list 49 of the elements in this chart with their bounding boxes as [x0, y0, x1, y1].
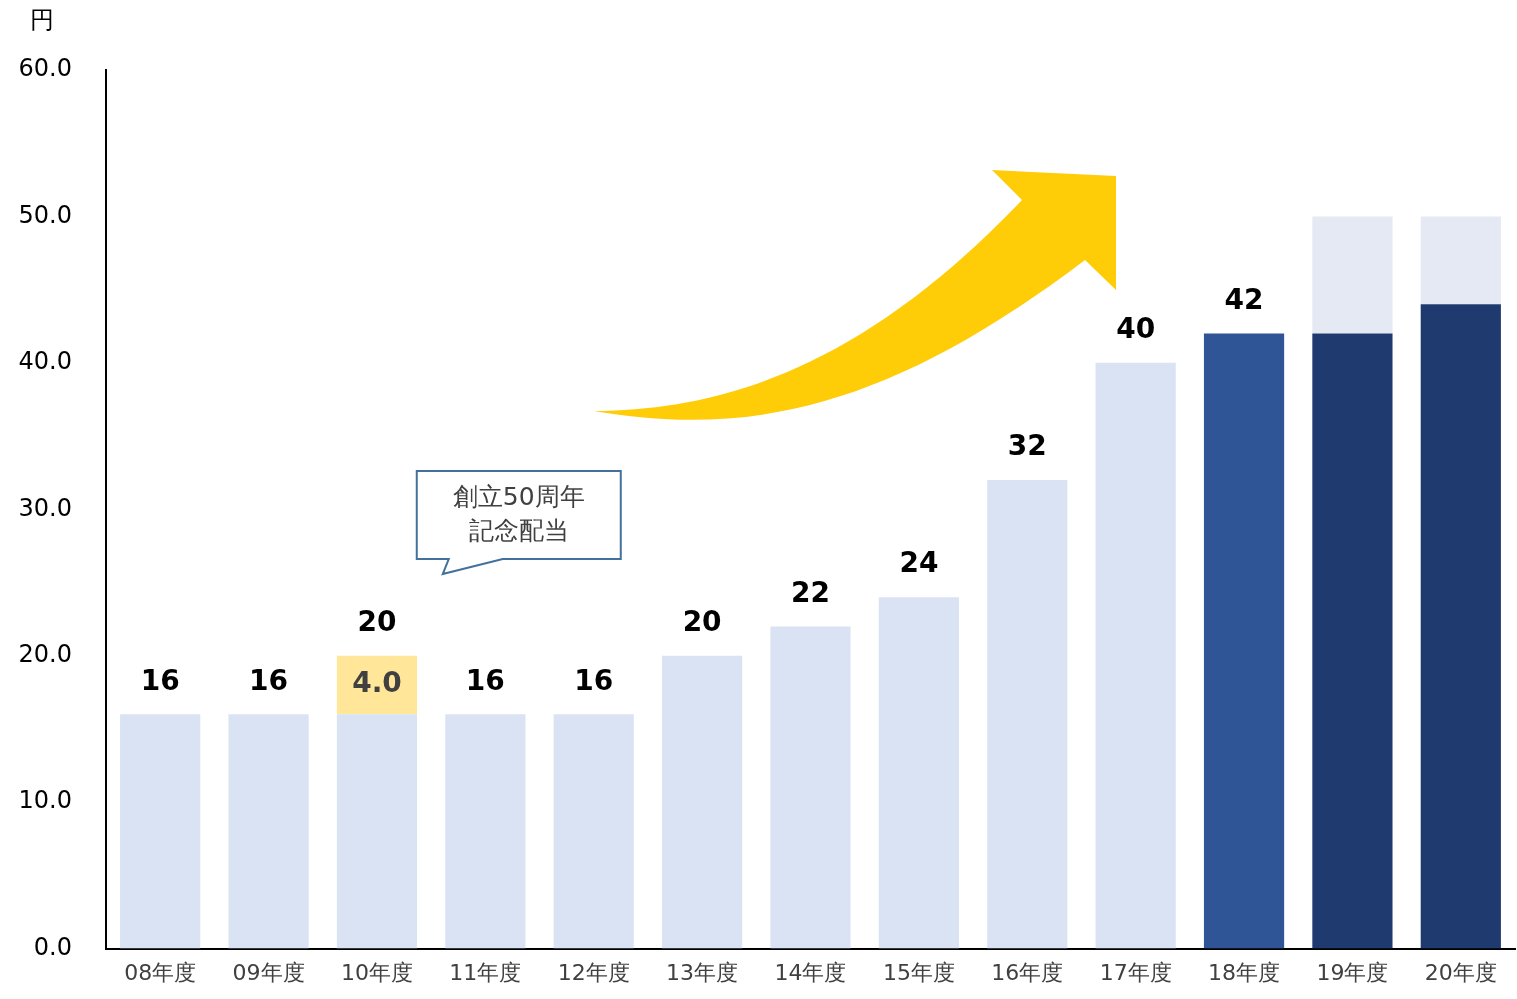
- data-label: 24: [899, 546, 939, 580]
- bar: [1420, 216, 1501, 305]
- data-label: 40: [1116, 312, 1156, 346]
- y-tick-label: 50.0: [18, 200, 72, 229]
- x-tick-label: 13年度: [666, 959, 739, 985]
- x-tick-label: 09年度: [232, 959, 305, 985]
- data-label: 4.0: [352, 666, 402, 700]
- y-axis-title: 円: [30, 5, 54, 36]
- x-tick-label: 16年度: [991, 959, 1064, 985]
- x-tick-label: 17年度: [1099, 959, 1172, 985]
- bar: [336, 714, 418, 949]
- bar: [1420, 304, 1501, 949]
- y-tick-label: 0.0: [33, 932, 72, 961]
- x-tick-label: 14年度: [774, 959, 847, 985]
- bar: [770, 626, 851, 949]
- total-label: 20: [357, 605, 397, 639]
- data-label: 20: [682, 605, 722, 639]
- bar: [662, 655, 743, 949]
- x-tick-label: 12年度: [557, 959, 630, 985]
- x-tick-label: 20年度: [1424, 959, 1497, 985]
- annotation: 創立50周年記念配当: [452, 481, 585, 545]
- y-tick-label: 40.0: [18, 347, 72, 376]
- data-label: 16: [465, 663, 505, 697]
- bar: [1312, 333, 1393, 949]
- y-tick-label: 60.0: [18, 54, 72, 83]
- bar: [120, 714, 201, 949]
- bar: [553, 714, 634, 949]
- x-tick-label: 08年度: [124, 959, 197, 985]
- x-tick-label: 15年度: [882, 959, 955, 985]
- y-tick-label: 20.0: [18, 639, 72, 668]
- data-label: 16: [249, 663, 289, 697]
- data-label: 16: [574, 663, 614, 697]
- bar: [1312, 216, 1393, 334]
- bar: [445, 714, 526, 949]
- data-label: 42: [1224, 282, 1264, 316]
- x-tick-label: 18年度: [1208, 959, 1281, 985]
- data-label: 16: [140, 663, 180, 697]
- bar: [1203, 333, 1285, 949]
- x-tick-label: 19年度: [1316, 959, 1389, 985]
- y-tick-label: 30.0: [18, 493, 72, 522]
- x-tick-label: 10年度: [340, 959, 413, 985]
- data-label: 32: [1007, 429, 1047, 463]
- bar: [1095, 362, 1176, 949]
- bar: [228, 714, 309, 949]
- x-tick-label: 11年度: [449, 959, 522, 985]
- data-label: 22: [791, 575, 830, 609]
- bar: [878, 597, 959, 949]
- y-tick-label: 10.0: [18, 786, 72, 815]
- bar: [987, 480, 1068, 949]
